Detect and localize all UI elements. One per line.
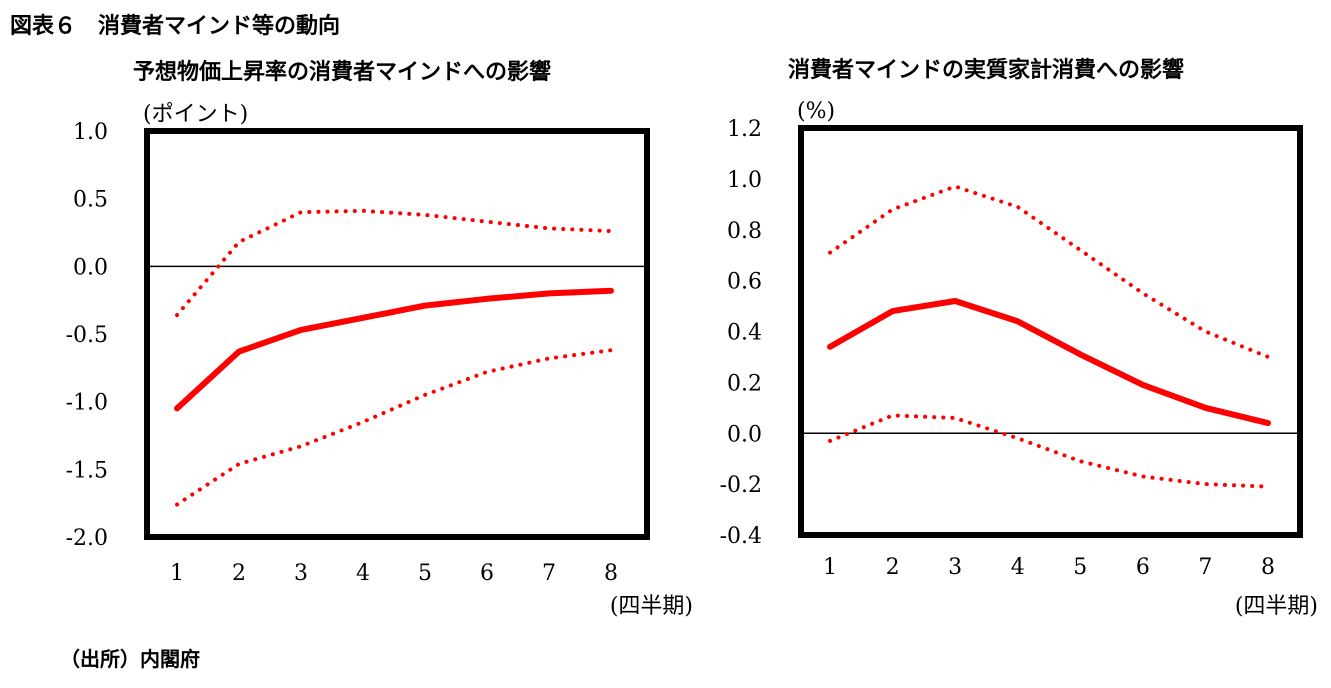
- chart-1-ytick-label: 0.5: [73, 188, 108, 213]
- chart-1-ytick-label: -1.0: [66, 391, 108, 416]
- chart-2-xtick-label: 6: [1136, 555, 1150, 580]
- chart-2-ytick-label: 1.2: [727, 117, 762, 142]
- chart-2-series-response: [827, 298, 1271, 427]
- chart-1-ytick-label: -0.5: [66, 323, 108, 348]
- chart-2-x-axis-label: (四半期): [1235, 594, 1318, 619]
- chart-1-xtick-label: 7: [542, 561, 556, 586]
- figure-title: 図表６ 消費者マインド等の動向: [10, 14, 341, 39]
- chart-2-ytick-label: -0.2: [720, 473, 762, 498]
- chart-2-series-lower: [828, 413, 1270, 489]
- chart-2-ytick-label: 0.8: [727, 219, 762, 244]
- chart-1-xtick-label: 1: [170, 561, 184, 586]
- chart-1-xtick-label: 6: [480, 561, 494, 586]
- chart-2-title: 消費者マインドの実質家計消費への影響: [788, 58, 1185, 83]
- chart-1-x-axis-label: (四半期): [610, 594, 693, 619]
- source-note: （出所）内閣府: [60, 647, 200, 671]
- chart-2-xtick-label: 2: [886, 555, 900, 580]
- chart-1-ytick-label: 0.0: [73, 255, 108, 280]
- chart-1-title: 予想物価上昇率の消費者マインドへの影響: [133, 60, 552, 85]
- chart-1-xtick-label: 3: [294, 561, 308, 586]
- chart-2-xtick-label: 7: [1198, 555, 1212, 580]
- chart-2-ytick-label: 0.6: [727, 270, 762, 295]
- chart-1-series-response: [174, 287, 614, 412]
- chart-1-plot-frame: [144, 128, 650, 540]
- chart-2-ytick-label: -0.4: [720, 524, 762, 549]
- chart-1-xtick-label: 2: [232, 561, 246, 586]
- chart-2-ytick-label: 1.0: [727, 168, 762, 193]
- chart-2-xtick-label: 5: [1073, 555, 1087, 580]
- chart-1-xtick-label: 8: [604, 561, 618, 586]
- chart-1-y-axis-label: (ポイント): [143, 102, 248, 127]
- chart-1-series-lower: [175, 348, 613, 507]
- chart-1-ytick-label: -1.5: [66, 458, 108, 483]
- chart-2-xtick-label: 4: [1011, 555, 1025, 580]
- chart-2-ytick-label: 0.4: [727, 321, 762, 346]
- chart-1-xtick-label: 5: [418, 561, 432, 586]
- chart-1-ytick-label: 1.0: [73, 120, 108, 145]
- chart-2-plot-frame: [798, 125, 1303, 538]
- chart-2-xtick-label: 8: [1261, 555, 1275, 580]
- chart-2-y-axis-label: (%): [797, 99, 835, 124]
- chart-2-series-upper: [828, 184, 1270, 359]
- chart-1-ytick-label: -2.0: [66, 526, 108, 551]
- chart-1-series-upper: [175, 208, 613, 318]
- chart-2-ytick-label: 0.0: [727, 422, 762, 447]
- chart-2-ytick-label: 0.2: [727, 371, 762, 396]
- chart-1-xtick-label: 4: [356, 561, 370, 586]
- chart-2-xtick-label: 1: [823, 555, 837, 580]
- chart-2-xtick-label: 3: [948, 555, 962, 580]
